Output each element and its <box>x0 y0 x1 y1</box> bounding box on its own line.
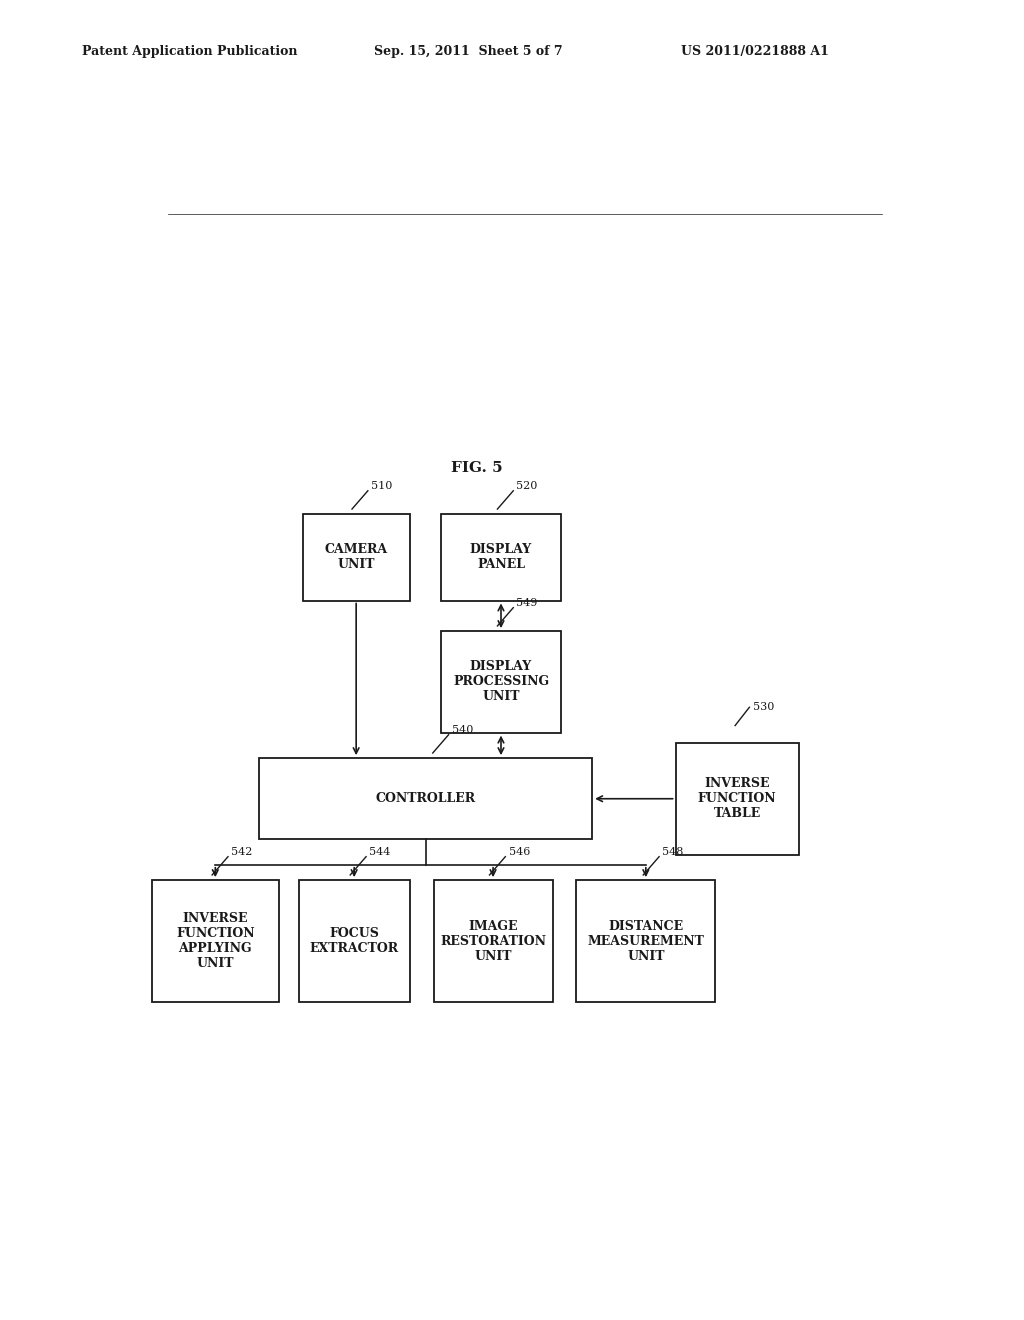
Text: 544: 544 <box>370 846 390 857</box>
Bar <box>441 631 560 733</box>
Text: US 2011/0221888 A1: US 2011/0221888 A1 <box>681 45 828 58</box>
Text: INVERSE
FUNCTION
TABLE: INVERSE FUNCTION TABLE <box>697 777 776 820</box>
Text: INVERSE
FUNCTION
APPLYING
UNIT: INVERSE FUNCTION APPLYING UNIT <box>176 912 255 970</box>
Bar <box>441 515 560 601</box>
Text: FOCUS
EXTRACTOR: FOCUS EXTRACTOR <box>309 927 398 956</box>
Bar <box>299 880 410 1002</box>
Bar <box>303 515 410 601</box>
Text: DISTANCE
MEASUREMENT
UNIT: DISTANCE MEASUREMENT UNIT <box>588 920 705 962</box>
Text: 540: 540 <box>452 725 473 735</box>
Bar <box>577 880 716 1002</box>
Text: DISPLAY
PROCESSING
UNIT: DISPLAY PROCESSING UNIT <box>453 660 549 704</box>
Text: 520: 520 <box>516 480 538 491</box>
Text: 546: 546 <box>509 846 529 857</box>
Text: DISPLAY
PANEL: DISPLAY PANEL <box>470 544 532 572</box>
Text: 530: 530 <box>754 702 775 713</box>
Text: 548: 548 <box>663 846 684 857</box>
Text: 542: 542 <box>231 846 253 857</box>
Bar <box>676 743 799 854</box>
Bar <box>152 880 279 1002</box>
Bar <box>259 758 592 840</box>
Text: FIG. 5: FIG. 5 <box>452 462 503 475</box>
Text: Sep. 15, 2011  Sheet 5 of 7: Sep. 15, 2011 Sheet 5 of 7 <box>374 45 562 58</box>
Text: 549: 549 <box>516 598 538 607</box>
Text: CAMERA
UNIT: CAMERA UNIT <box>325 544 388 572</box>
Text: IMAGE
RESTORATION
UNIT: IMAGE RESTORATION UNIT <box>440 920 546 962</box>
Text: CONTROLLER: CONTROLLER <box>376 792 476 805</box>
Bar <box>433 880 553 1002</box>
Text: 510: 510 <box>371 480 392 491</box>
Text: Patent Application Publication: Patent Application Publication <box>82 45 297 58</box>
